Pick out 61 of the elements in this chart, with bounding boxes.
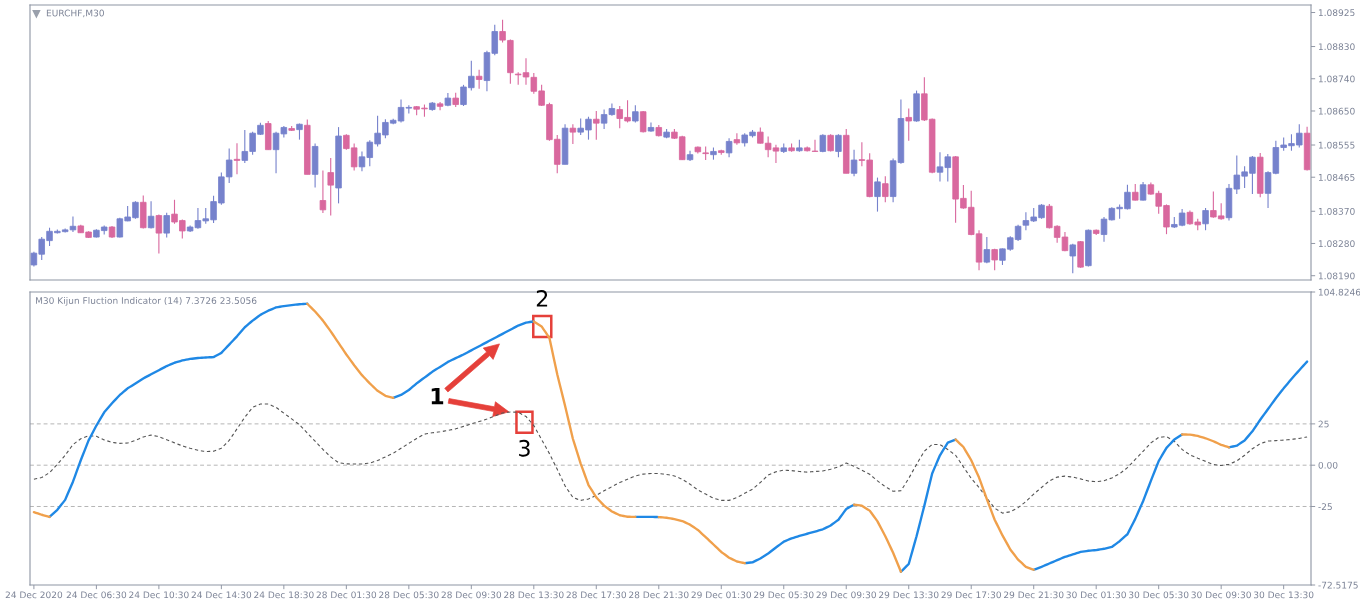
candlestick xyxy=(163,212,170,238)
candlestick xyxy=(733,132,741,146)
x-tick-label: 28 Dec 05:30 xyxy=(379,591,439,599)
y-tick-label: -25 xyxy=(1318,503,1332,511)
x-tick-label: 29 Dec 17:30 xyxy=(941,591,1001,599)
x-tick-label: 30 Dec 01:30 xyxy=(1066,591,1126,599)
y-tick-label: 1.08925 xyxy=(1318,9,1355,17)
chart-title: EURCHF,M30 xyxy=(46,9,104,18)
annotation: 1 xyxy=(431,388,444,405)
candlestick xyxy=(905,107,912,142)
x-tick-label: 28 Dec 13:30 xyxy=(504,591,564,599)
candlestick xyxy=(1069,243,1076,274)
candlestick xyxy=(233,142,241,175)
candlestick xyxy=(882,175,889,203)
candlestick xyxy=(475,69,483,90)
y-tick-label: 25 xyxy=(1318,420,1329,428)
x-tick-label: 29 Dec 01:30 xyxy=(691,591,752,599)
x-tick-label: 24 Dec 10:30 xyxy=(129,591,189,599)
candlestick xyxy=(147,200,155,229)
text: M30 Kijun Fluction Indicator (14) 7.3726 23.5056 xyxy=(36,297,257,306)
candlestick xyxy=(327,157,334,217)
candlestick xyxy=(835,133,842,158)
x-tick-label: 29 Dec 13:30 xyxy=(879,591,939,599)
y-tick-label: 1.08190 xyxy=(1318,272,1355,280)
x-tick-label: 24 Dec 2020 xyxy=(5,591,63,599)
x-tick-label: 24 Dec 06:30 xyxy=(66,591,127,599)
y-tick-label: 1.08830 xyxy=(1318,43,1355,51)
y-tick-label: -72.5175 xyxy=(1318,581,1358,589)
candlestick xyxy=(155,213,163,255)
y-tick-label: 1.08465 xyxy=(1318,173,1355,181)
candlestick xyxy=(647,121,655,133)
x-tick-label: 28 Dec 01:30 xyxy=(316,591,377,599)
x-tick-label: 28 Dec 09:30 xyxy=(441,591,502,599)
x-tick-label: 29 Dec 05:30 xyxy=(754,591,814,599)
candlestick xyxy=(1202,207,1209,231)
candlestick xyxy=(593,110,600,141)
x-tick-label: 28 Dec 21:30 xyxy=(629,591,689,599)
candlestick xyxy=(1139,181,1147,202)
y-tick-label: 0.00 xyxy=(1318,461,1338,469)
x-tick-label: 30 Dec 09:30 xyxy=(1191,591,1251,599)
candlestick xyxy=(319,169,327,214)
candlestick xyxy=(983,236,991,264)
y-tick-label: 1.08370 xyxy=(1318,207,1355,215)
y-tick-label: 1.08280 xyxy=(1318,240,1355,248)
x-tick-label: 30 Dec 13:30 xyxy=(1253,591,1314,599)
candlestick xyxy=(725,137,733,158)
y-tick-label: 1.08650 xyxy=(1318,107,1355,115)
y-tick-label: 104.8246 xyxy=(1318,288,1360,296)
x-tick-label: 28 Dec 17:30 xyxy=(566,591,627,599)
candlestick xyxy=(850,149,858,177)
x-tick-label: 29 Dec 09:30 xyxy=(816,591,876,599)
x-tick-label: 24 Dec 18:30 xyxy=(254,591,314,599)
x-tick-label: 29 Dec 21:30 xyxy=(1004,591,1064,599)
y-tick-label: 1.08740 xyxy=(1318,75,1355,83)
annotation: 3 xyxy=(519,439,530,457)
candlestick xyxy=(569,123,577,145)
x-tick-label: 24 Dec 14:30 xyxy=(191,591,252,599)
annotation: 2 xyxy=(536,290,548,307)
y-tick-label: 1.08555 xyxy=(1318,141,1355,149)
candlestick xyxy=(874,177,881,213)
x-tick-label: 30 Dec 05:30 xyxy=(1129,591,1189,599)
